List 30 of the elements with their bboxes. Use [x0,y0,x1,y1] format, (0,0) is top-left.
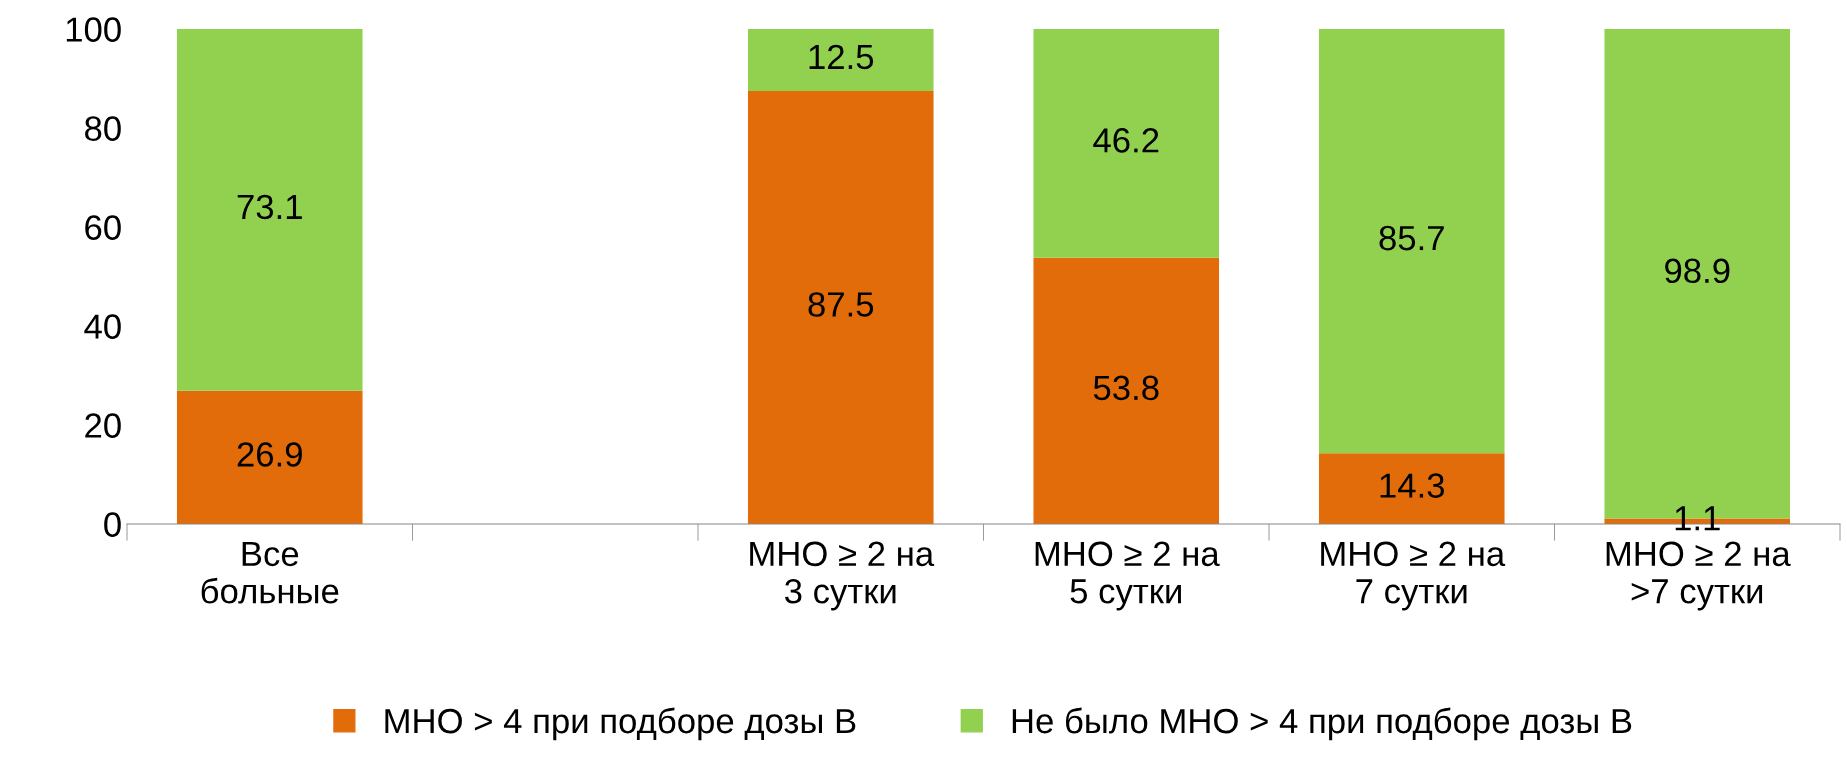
y-tick-label: 100 [66,17,121,42]
x-tick-label: Все больные [201,541,339,604]
bar [747,29,934,91]
legend-label: Не было МНО > 4 при подборе дозы В [1012,707,1632,741]
bar [1318,453,1505,524]
y-tick-label: 80 [85,116,121,141]
data-label: 98.9 [1665,258,1730,284]
x-tick-label: МНО ≥ 2 на 3 сутки [750,541,935,611]
x-tick-label: МНО ≥ 2 на 5 сутки [1035,541,1220,611]
y-tick-label: 0 [104,512,121,537]
data-label: 12.5 [809,44,874,70]
data-label: 26.9 [237,442,302,467]
bar [176,29,363,391]
data-label: 73.1 [237,194,302,220]
data-label: 87.5 [808,292,874,317]
bar [1033,29,1220,258]
y-tick-label: 60 [85,215,121,240]
y-tick-label: 40 [84,314,121,339]
bar [1318,29,1505,454]
bar [176,390,363,524]
legend-label: МНО > 4 при подборе дозы В [385,707,856,741]
x-tick-label: МНО ≥ 2 на >7 сутки [1606,541,1791,611]
data-label: 46.2 [1093,128,1159,153]
bar [1033,257,1220,524]
x-tick-label: МНО ≥ 2 на 7 сутки [1321,541,1506,611]
data-label: 14.3 [1380,473,1445,498]
data-label: 85.7 [1379,225,1444,251]
y-tick-label: 20 [85,413,121,438]
bar [747,90,934,524]
data-label: 53.8 [1093,375,1159,401]
